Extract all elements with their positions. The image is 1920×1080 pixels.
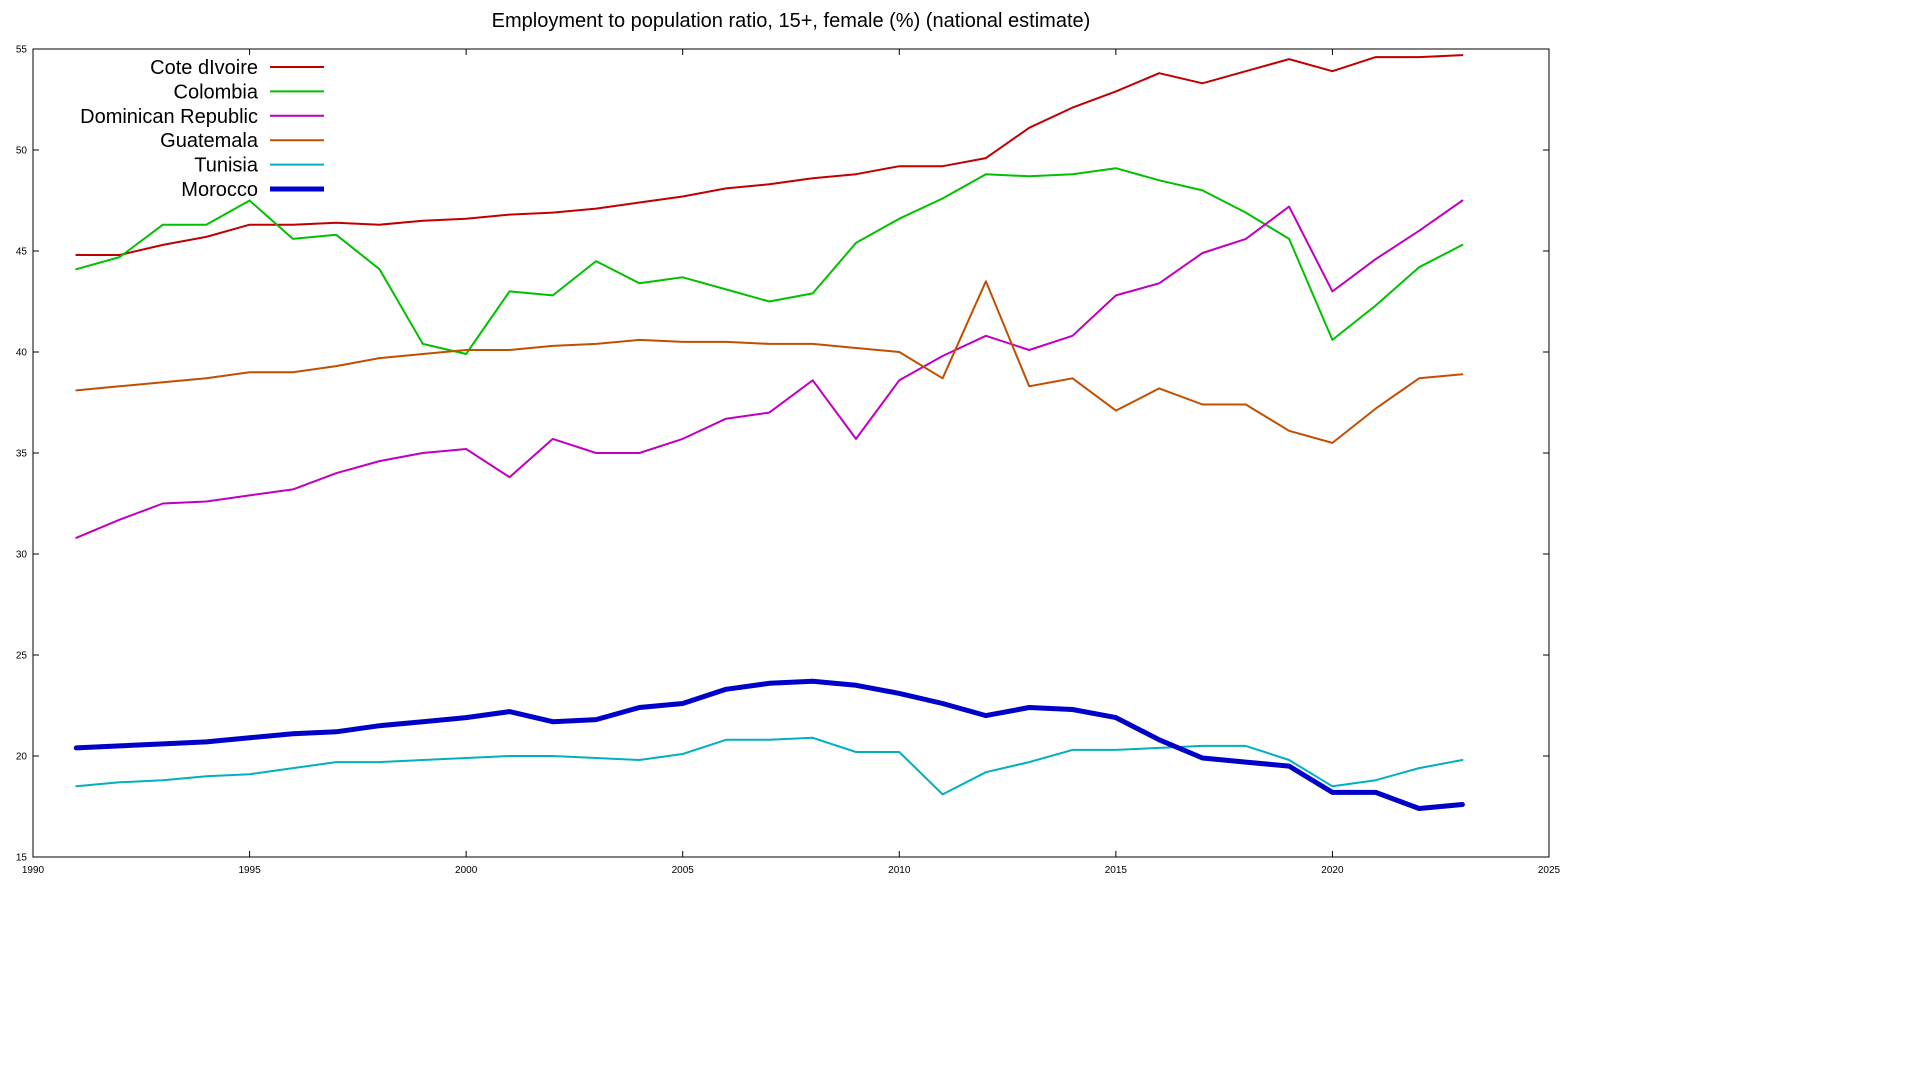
y-tick-label: 55 bbox=[16, 45, 28, 56]
line-chart: Employment to population ratio, 15+, fem… bbox=[16, 10, 1561, 877]
y-tick-label: 35 bbox=[16, 449, 28, 460]
series-line-dominican-republic bbox=[75, 199, 1464, 539]
series-lines bbox=[73, 54, 1465, 811]
y-tick-label: 40 bbox=[16, 348, 28, 359]
x-tick-label: 2010 bbox=[888, 865, 911, 876]
x-tick-label: 1995 bbox=[238, 865, 261, 876]
y-tick-label: 25 bbox=[16, 651, 28, 662]
x-tick-label: 2025 bbox=[1538, 865, 1561, 876]
series-line-cote-divoire bbox=[75, 54, 1464, 256]
series-line-tunisia bbox=[75, 736, 1464, 796]
y-tick-label: 45 bbox=[16, 247, 28, 258]
x-tick-label: 2005 bbox=[672, 865, 695, 876]
y-tick-label: 20 bbox=[16, 752, 28, 763]
series-line-guatemala bbox=[75, 280, 1464, 444]
chart-title: Employment to population ratio, 15+, fem… bbox=[492, 10, 1091, 32]
chart-root: Employment to population ratio, 15+, fem… bbox=[16, 10, 1561, 877]
legend-label-morocco: Morocco bbox=[181, 179, 258, 201]
y-tick-label: 50 bbox=[16, 146, 28, 157]
x-tick-label: 2020 bbox=[1321, 865, 1344, 876]
y-tick-label: 15 bbox=[16, 853, 28, 864]
series-line-morocco bbox=[73, 678, 1465, 811]
y-tick-label: 30 bbox=[16, 550, 28, 561]
legend-label-colombia: Colombia bbox=[174, 81, 259, 103]
legend-label-dominican-republic: Dominican Republic bbox=[80, 106, 258, 128]
x-tick-label: 2000 bbox=[455, 865, 478, 876]
series-line-colombia bbox=[75, 167, 1464, 355]
x-tick-label: 2015 bbox=[1105, 865, 1128, 876]
x-tick-label: 1990 bbox=[22, 865, 45, 876]
legend-label-tunisia: Tunisia bbox=[194, 155, 259, 177]
legend-label-guatemala: Guatemala bbox=[160, 130, 259, 152]
legend-label-cote-divoire: Cote dIvoire bbox=[150, 57, 258, 79]
axes: 1990 1995 2000 2005 2010 2015 2020 202515202530… bbox=[16, 45, 1561, 877]
